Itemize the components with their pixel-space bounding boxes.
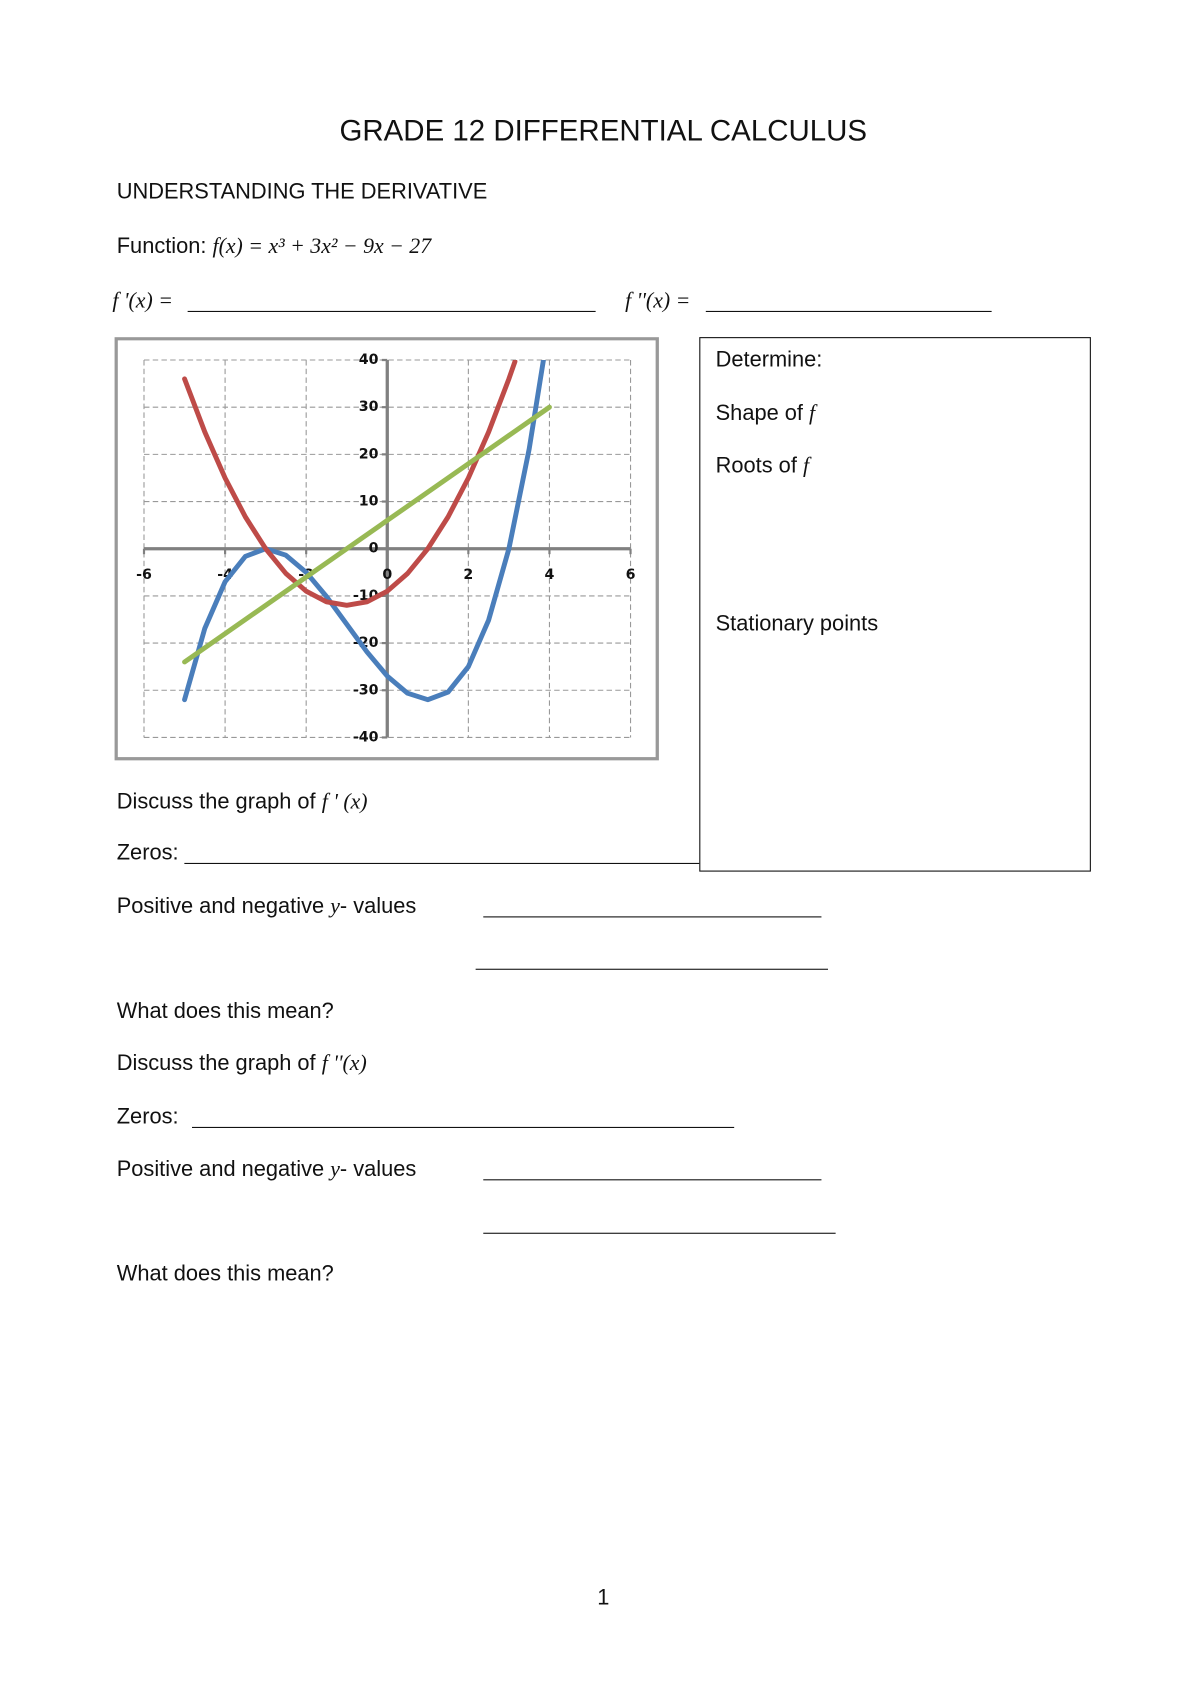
box-heading: Determine: [715, 347, 823, 372]
label: Function: [116, 234, 207, 259]
y-tick-label: 20 [359, 446, 379, 462]
series-line [182, 359, 518, 608]
text: Positive and negative [116, 894, 325, 919]
series-line [182, 404, 552, 665]
text: Roots of [715, 453, 797, 478]
text: Discuss the graph of [116, 789, 316, 814]
y-tick-label: 30 [359, 399, 379, 415]
page-number: 1 [597, 1586, 610, 1611]
answer-line [483, 1232, 836, 1234]
first-derivative: f '(x) = [112, 289, 173, 314]
second-derivative: f ''(x) = [625, 289, 691, 314]
suffix: - values [339, 1157, 417, 1182]
question: Zeros: [116, 841, 179, 866]
box-item: Roots of f [716, 453, 809, 479]
question: What does this mean? [116, 1262, 334, 1287]
text: Shape of [715, 401, 803, 426]
answer-line [705, 310, 992, 312]
symbol: f ' (x) [321, 789, 368, 814]
text: Positive and negative [116, 1157, 325, 1182]
answer-line [475, 968, 828, 970]
title: GRADE 12 DIFFERENTIAL CALCULUS [339, 114, 868, 148]
subtitle: UNDERSTANDING THE DERIVATIVE [116, 179, 488, 204]
symbol: f ''(x) [321, 1051, 367, 1076]
question: Positive and negative y- values [117, 1156, 417, 1182]
answer-line [184, 862, 700, 864]
y-tick-label: 0 [369, 541, 379, 557]
x-tick-label: 6 [626, 567, 636, 583]
y-tick-label: 40 [359, 352, 379, 368]
box-item: Shape of f [716, 400, 815, 426]
question: Discuss the graph of f ' (x) [117, 789, 368, 815]
series-line [182, 359, 546, 703]
suffix: - values [339, 894, 417, 919]
y-tick-label: -40 [353, 729, 379, 745]
question: What does this mean? [116, 999, 334, 1024]
box-item: Stationary points [715, 611, 879, 636]
question: Positive and negative y- values [117, 893, 417, 919]
x-tick-label: -6 [136, 567, 152, 583]
answer-line [483, 1179, 822, 1181]
x-tick-label: 0 [382, 567, 392, 583]
answer-line [191, 1126, 735, 1128]
x-tick-label: 4 [545, 567, 555, 583]
y-tick-label: -30 [353, 682, 379, 698]
symbol: f [802, 453, 810, 478]
text: Discuss the graph of [116, 1051, 316, 1076]
symbol: f [809, 401, 816, 426]
determine-box [699, 337, 1091, 872]
answer-line [187, 310, 596, 312]
question: Zeros: [116, 1105, 179, 1130]
answer-line [483, 916, 822, 918]
function-line: Function: f(x) = x³ + 3x² − 9x − 27 [117, 233, 431, 259]
expression: f(x) = x³ + 3x² − 9x − 27 [212, 234, 432, 259]
x-tick-label: 2 [463, 567, 473, 583]
y-tick-label: 10 [359, 494, 379, 510]
symbol: y [330, 894, 340, 919]
question: Discuss the graph of f ''(x) [117, 1051, 367, 1077]
symbol: y [330, 1157, 340, 1182]
